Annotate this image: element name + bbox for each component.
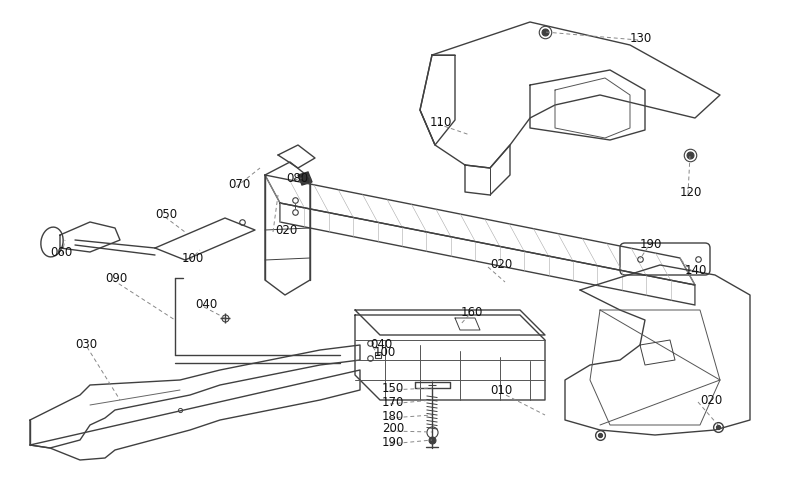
Text: 200: 200 <box>382 422 404 436</box>
Text: 150: 150 <box>382 382 404 394</box>
Text: 110: 110 <box>430 116 452 128</box>
Text: 100: 100 <box>374 346 396 358</box>
Text: 120: 120 <box>680 186 702 198</box>
Text: 020: 020 <box>275 224 298 236</box>
Text: 130: 130 <box>630 32 652 44</box>
Text: 180: 180 <box>382 410 404 422</box>
Text: 160: 160 <box>461 306 483 320</box>
Text: 040: 040 <box>370 338 392 351</box>
Text: 170: 170 <box>382 396 404 408</box>
Text: 100: 100 <box>182 252 204 264</box>
Text: 190: 190 <box>382 436 404 448</box>
Text: 030: 030 <box>75 338 97 351</box>
Text: 090: 090 <box>105 272 127 284</box>
Text: 020: 020 <box>490 258 512 272</box>
Text: 070: 070 <box>228 178 250 192</box>
Text: 020: 020 <box>700 394 722 406</box>
Text: 140: 140 <box>685 264 707 276</box>
Text: 010: 010 <box>490 384 512 396</box>
Text: 060: 060 <box>50 246 72 258</box>
Text: 190: 190 <box>640 238 662 252</box>
Text: 080: 080 <box>286 172 308 184</box>
Text: 040: 040 <box>195 298 218 312</box>
Polygon shape <box>298 172 312 185</box>
Text: 050: 050 <box>155 208 177 222</box>
